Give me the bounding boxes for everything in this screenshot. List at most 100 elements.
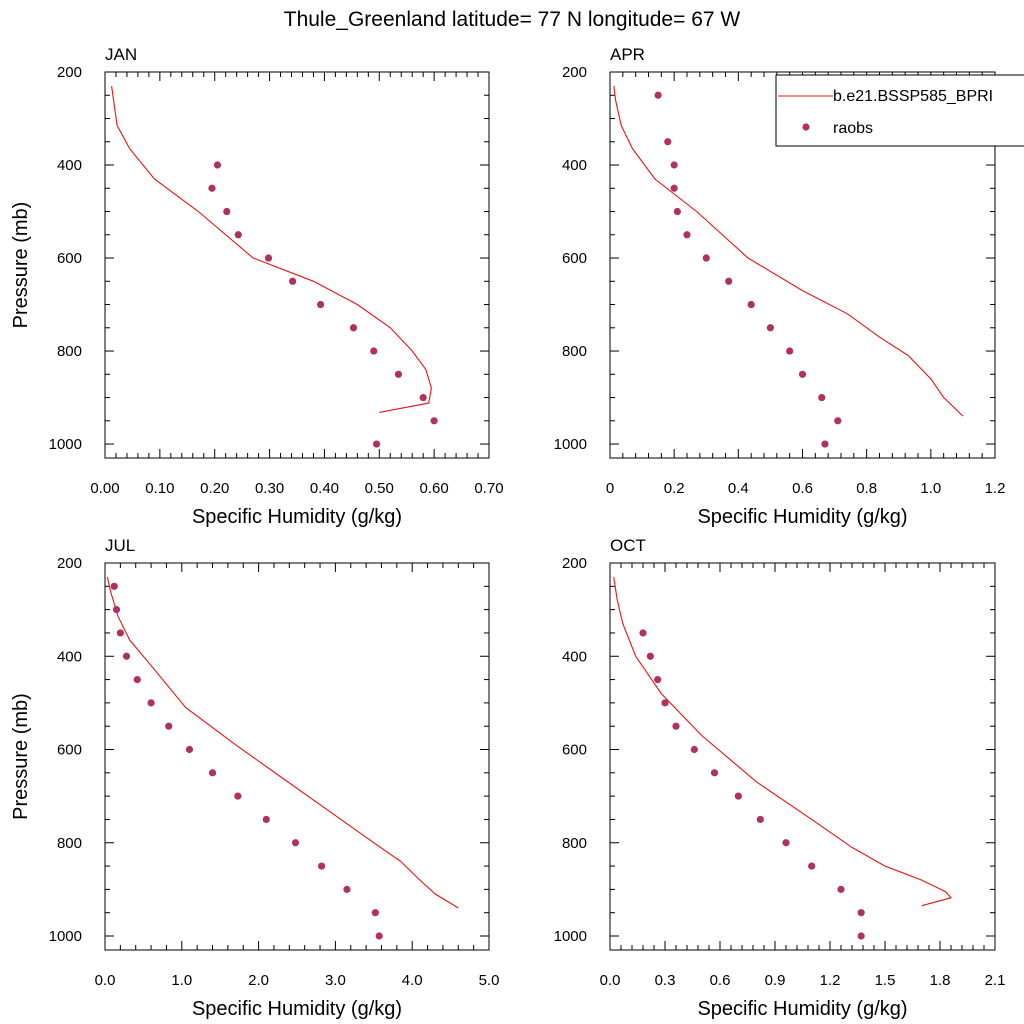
x-tick-label: 2.0 — [248, 972, 269, 989]
model-series-line — [613, 85, 964, 417]
x-tick-label: 5.0 — [479, 972, 500, 989]
raobs-point — [857, 909, 865, 917]
x-tick-label: 0.40 — [310, 480, 339, 497]
model-series-line — [111, 85, 432, 413]
x-tick-label: 0.60 — [420, 480, 449, 497]
x-axis-title: Specific Humidity (g/kg) — [192, 506, 402, 528]
legend-obs-swatch — [802, 123, 810, 131]
raobs-point — [725, 277, 733, 285]
raobs-point — [639, 629, 647, 637]
x-tick-label: 0.10 — [145, 480, 174, 497]
panel-jan: JAN 0.00 0.10 0.20 0.30 0.40 0.50 0.60 0.70 200 40… — [10, 45, 504, 528]
y-tick-label: 200 — [57, 555, 82, 572]
model-series-line — [613, 576, 953, 907]
y-tick-label: 600 — [562, 250, 587, 267]
raobs-point — [133, 675, 141, 684]
y-tick-label: 600 — [562, 742, 587, 759]
raobs-point — [683, 231, 691, 239]
x-tick-label: 1.2 — [820, 972, 841, 989]
raobs-point — [654, 675, 662, 684]
y-tick-label: 400 — [562, 648, 587, 665]
raobs-point — [372, 440, 381, 448]
x-tick-label: 4.0 — [402, 972, 423, 989]
x-tick-label: 0.70 — [474, 480, 503, 497]
x-tick-label: 0.6 — [792, 480, 813, 497]
raobs-point — [646, 652, 654, 660]
raobs-point — [343, 885, 351, 893]
raobs-point — [223, 207, 231, 216]
raobs-point — [165, 722, 173, 730]
raobs-point — [262, 815, 270, 824]
y-tick-label: 200 — [57, 64, 82, 81]
x-axis-title: Specific Humidity (g/kg) — [697, 998, 907, 1020]
x-tick-label: 0.0 — [600, 972, 621, 989]
raobs-point — [291, 839, 300, 847]
raobs-point — [672, 722, 680, 730]
raobs-point — [670, 184, 678, 192]
raobs-point — [316, 300, 325, 309]
raobs-point — [394, 370, 403, 378]
y-tick-label: 1000 — [554, 928, 587, 945]
raobs-point — [371, 909, 379, 917]
panel-label: OCT — [610, 536, 646, 555]
y-tick-label: 600 — [57, 742, 82, 759]
raobs-point — [798, 370, 807, 378]
raobs-point — [419, 393, 427, 402]
model-series-line — [106, 576, 459, 909]
y-tick-label: 1000 — [49, 436, 82, 453]
x-tick-label: 2.1 — [985, 972, 1006, 989]
raobs-point — [673, 207, 681, 216]
raobs-point — [208, 769, 217, 777]
raobs-point — [821, 440, 829, 448]
plot-frame — [104, 71, 490, 459]
y-axis-title: Pressure (mb) — [10, 202, 32, 329]
plot-frame — [104, 562, 490, 951]
x-tick-label: 1.2 — [985, 480, 1006, 497]
raobs-point — [690, 745, 698, 754]
x-tick-label: 0.2 — [664, 480, 685, 497]
y-tick-label: 200 — [562, 64, 587, 81]
raobs-point — [818, 393, 826, 402]
x-tick-label: 0.9 — [765, 972, 786, 989]
y-tick-label: 1000 — [554, 436, 587, 453]
raobs-point — [834, 417, 842, 425]
y-tick-label: 800 — [562, 343, 587, 360]
raobs-point — [654, 91, 662, 99]
legend-model-label: b.e21.BSSP585_BPRI — [833, 88, 993, 105]
x-tick-label: 0.8 — [856, 480, 877, 497]
raobs-point — [370, 347, 378, 355]
x-tick-label: 0.6 — [710, 972, 731, 989]
raobs-point — [213, 161, 222, 169]
plot-frame — [609, 562, 996, 951]
x-tick-label: 3.0 — [325, 972, 346, 989]
x-tick-label: 1.0 — [920, 480, 941, 497]
y-tick-label: 400 — [562, 157, 587, 174]
panel-jul: JUL 0.0 1.0 2.0 3.0 4.0 5.0 200 400 600 800 1000 Spe… — [10, 536, 499, 1020]
raobs-point — [747, 300, 755, 309]
raobs-point — [702, 254, 710, 262]
panel-label: APR — [610, 45, 645, 64]
panel-label: JAN — [105, 45, 137, 64]
raobs-point — [110, 582, 118, 590]
y-tick-label: 400 — [57, 157, 82, 174]
raobs-point — [147, 699, 155, 707]
panel-oct: OCT 0.0 0.3 0.6 0.9 1.2 1.5 1.8 2.1 200 400 600 800 1… — [554, 536, 1006, 1020]
x-tick-label: 1.0 — [171, 972, 192, 989]
raobs-point — [317, 862, 326, 870]
y-tick-label: 400 — [57, 648, 82, 665]
raobs-point — [185, 745, 194, 754]
raobs-point — [786, 347, 794, 355]
y-axis-title: Pressure (mb) — [10, 693, 32, 820]
panel-label: JUL — [105, 536, 135, 555]
raobs-point — [122, 652, 131, 660]
x-tick-label: 1.8 — [930, 972, 951, 989]
y-tick-label: 1000 — [49, 928, 82, 945]
x-tick-label: 0.0 — [95, 972, 116, 989]
raobs-point — [430, 417, 438, 425]
x-tick-label: 0.20 — [200, 480, 229, 497]
legend-box — [775, 74, 1024, 147]
raobs-point — [661, 699, 669, 707]
x-tick-label: 0.00 — [90, 480, 119, 497]
raobs-point — [710, 769, 719, 777]
